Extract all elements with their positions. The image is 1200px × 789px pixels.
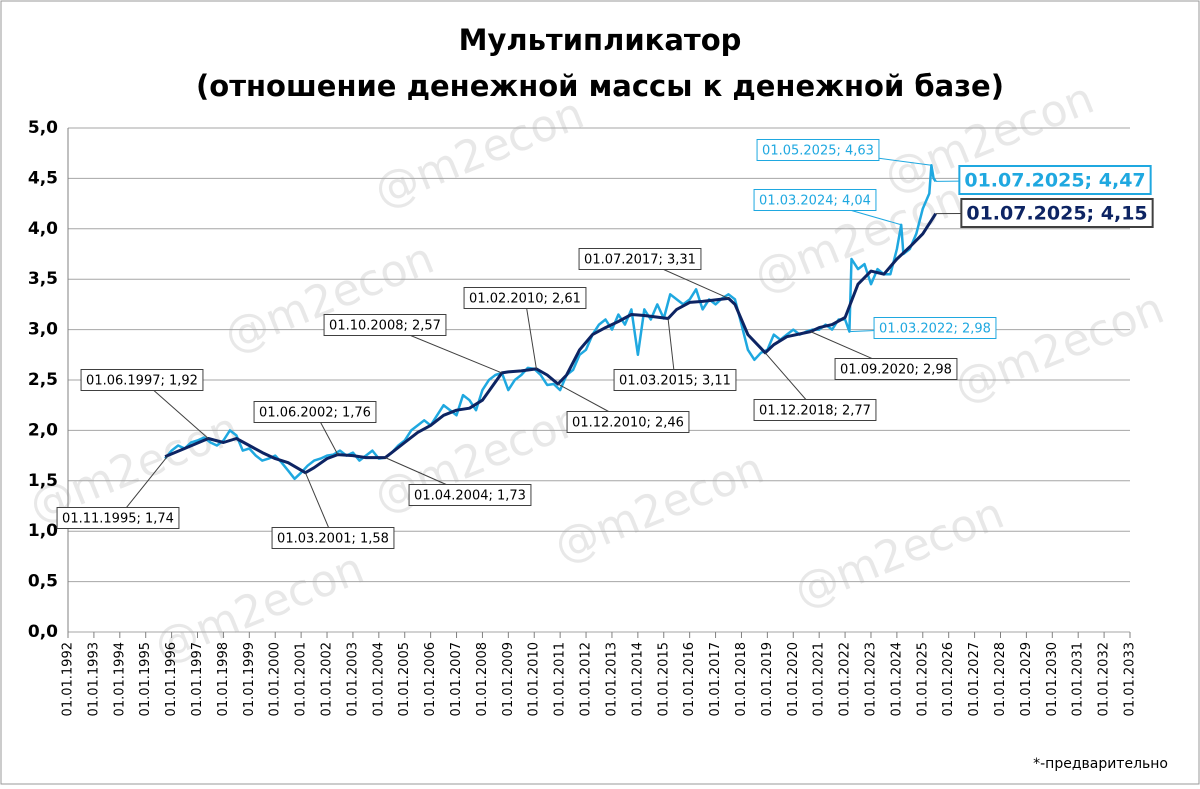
annotation-label: 01.04.2004; 1,73: [414, 489, 526, 504]
label-box: [253, 401, 377, 423]
x-tick-label: 01.01.2006: [423, 642, 438, 716]
y-tick-label: 3,0: [28, 320, 58, 340]
x-tick-label: 01.01.2028: [993, 642, 1008, 716]
annotation-label: 01.03.2024; 4,04: [759, 194, 871, 209]
x-tick-label: 01.01.1993: [86, 642, 101, 716]
chart-title: Мультипликатор: [459, 23, 742, 57]
label-box: [463, 287, 587, 309]
x-tick-label: 01.01.1998: [216, 642, 231, 716]
x-tick-label: 01.01.2013: [604, 642, 619, 716]
annotation-label: 01.07.2025; 4,15: [966, 203, 1147, 225]
y-tick-label: 5,0: [28, 118, 58, 138]
label-box: [271, 527, 395, 549]
x-tick-label: 01.01.2025: [915, 642, 930, 716]
x-tick-label: 01.01.1995: [138, 642, 153, 716]
label-box: [753, 399, 877, 421]
annotation-label: 01.12.2018; 2,77: [759, 404, 871, 419]
x-tick-label: 01.01.2033: [1123, 642, 1138, 716]
x-tick-label: 01.01.2014: [630, 642, 645, 716]
label-box: [56, 507, 180, 529]
annotation-label: 01.06.2002; 1,76: [259, 406, 371, 421]
series-line: [164, 212, 937, 475]
y-tick-label: 0,5: [28, 572, 58, 592]
label-box: [756, 139, 880, 161]
annotation-label: 01.12.2010; 2,46: [572, 416, 684, 431]
x-tick-label: 01.01.2001: [294, 642, 309, 716]
x-tick-label: 01.01.2026: [941, 642, 956, 716]
x-tick-label: 01.01.1999: [242, 642, 257, 716]
y-tick-label: 1,5: [28, 471, 58, 491]
y-tick-label: 4,0: [28, 219, 58, 239]
y-tick-label: 3,5: [28, 269, 58, 289]
x-tick-label: 01.01.2019: [760, 642, 775, 716]
x-tick-label: 01.01.2024: [889, 642, 904, 716]
label-box: [960, 198, 1154, 228]
plot: 0,0 0,5 1,0 1,5 2,0 2,5 3,0 3,5 4,0 4,5 5,0 01.01.1…: [28, 118, 1154, 716]
chart-subtitle: (отношение денежной массы к денежной баз…: [196, 69, 1004, 103]
x-tick-label: 01.01.2020: [786, 642, 801, 716]
x-tick-label: 01.01.2005: [397, 642, 412, 716]
annotation-label: 01.03.2022; 2,98: [879, 322, 991, 337]
x-tick-label: 01.01.2015: [656, 642, 671, 716]
annotation-label: 01.06.1997; 1,92: [86, 374, 198, 389]
annotation-label: 01.07.2017; 3,31: [584, 253, 696, 268]
series-line: [164, 164, 937, 481]
x-tick-label: 01.01.2011: [553, 642, 568, 716]
x-tick-label: 01.01.1997: [190, 642, 205, 716]
y-tick-label: 1,0: [28, 521, 58, 541]
y-tick-label: 2,0: [28, 420, 58, 440]
x-tick-label: 01.01.2007: [449, 642, 464, 716]
x-tick-label: 01.01.1992: [61, 642, 76, 716]
leader-line: [524, 297, 537, 369]
label-box: [753, 189, 877, 211]
label-box: [323, 314, 447, 336]
x-tick-label: 01.01.2017: [708, 642, 723, 716]
x-tick-label: 01.01.2031: [1071, 642, 1086, 716]
annotation-label: 01.03.2015; 3,11: [619, 374, 731, 389]
x-tick-label: 01.01.2010: [527, 642, 542, 716]
x-tick-label: 01.01.2009: [501, 642, 516, 716]
annotation-label: 01.02.2010; 2,61: [469, 292, 581, 307]
footnote: *-предварительно: [1033, 756, 1168, 772]
x-tick-label: 01.01.2004: [371, 642, 386, 716]
annotation-label: 01.09.2020; 2,98: [840, 363, 952, 378]
x-tick-label: 01.01.2032: [1097, 642, 1112, 716]
label-box: [958, 165, 1152, 195]
x-tick-label: 01.01.2008: [475, 642, 490, 716]
label-box: [566, 411, 690, 433]
annotation-label: 01.10.2008; 2,57: [329, 319, 441, 334]
y-tick-label: 4,5: [28, 168, 58, 188]
y-tick-label: 2,5: [28, 370, 58, 390]
x-tick-label: 01.01.2012: [579, 642, 594, 716]
x-tick-label: 01.01.2023: [863, 642, 878, 716]
x-tick-label: 01.01.2027: [967, 642, 982, 716]
x-tick-label: 01.01.2030: [1045, 642, 1060, 716]
label-box: [873, 317, 997, 339]
label-box: [578, 248, 702, 270]
x-tick-label: 01.01.2018: [734, 642, 749, 716]
label-box: [834, 358, 958, 380]
x-tick-label: 01.01.2029: [1019, 642, 1034, 716]
annotations: 01.05.2025; 4,63 01.07.2025; 4,47 01.03.20…: [56, 139, 1154, 549]
x-tick-label: 01.01.2021: [812, 642, 827, 716]
annotation-label: 01.03.2001; 1,58: [277, 532, 389, 547]
label-box: [408, 484, 532, 506]
x-tick-label: 01.01.2003: [345, 642, 360, 716]
annotation-label: 01.11.1995; 1,74: [62, 512, 174, 527]
x-tick-label: 01.01.1996: [164, 642, 179, 716]
label-box: [80, 369, 204, 391]
annotation-label: 01.07.2025; 4,47: [964, 170, 1145, 192]
annotation-label: 01.05.2025; 4,63: [762, 144, 874, 159]
x-tick-label: 01.01.2000: [268, 642, 283, 716]
x-tick-label: 01.01.2022: [838, 642, 853, 716]
y-tick-label: 0,0: [28, 622, 58, 642]
label-box: [613, 369, 737, 391]
x-tick-label: 01.01.1994: [112, 642, 127, 716]
x-tick-label: 01.01.2002: [320, 642, 335, 716]
x-tick-label: 01.01.2016: [682, 642, 697, 716]
